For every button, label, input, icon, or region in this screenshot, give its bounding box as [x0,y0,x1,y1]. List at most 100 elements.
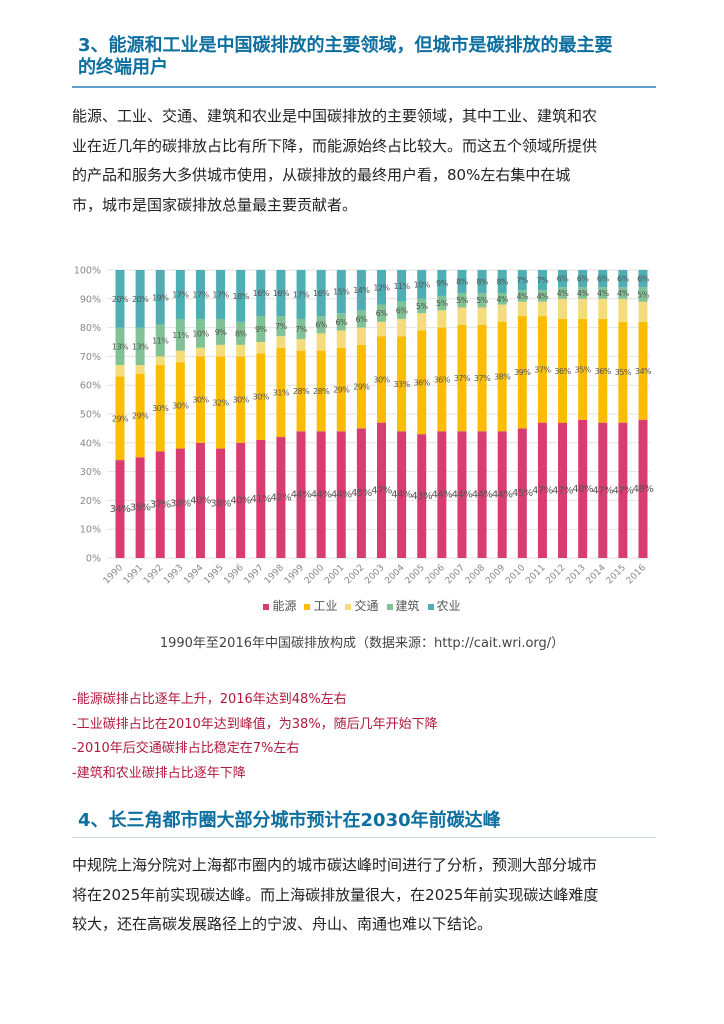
data-label: 32% [212,398,229,407]
bar-segment [457,293,467,308]
bar-segment [256,353,266,440]
data-label: 39% [514,368,531,377]
data-label: 7% [516,276,529,285]
bar-segment [135,270,145,328]
bar-segment [598,298,608,319]
data-label: 16% [253,289,270,298]
bar-segment [417,270,427,299]
data-label: 48% [572,484,593,495]
bar-segment [598,270,608,288]
bar-segment [336,347,346,432]
legend-item: 能源 [263,599,296,613]
bar-segment [457,307,467,325]
data-label: 4% [617,289,630,298]
data-label: 40% [190,495,211,506]
data-label: 44% [492,490,513,501]
data-label: 41% [250,494,271,505]
data-label: 29% [353,383,370,392]
legend-item: 工业 [304,599,337,613]
bar-segment [377,304,386,322]
bar-segment [135,327,145,366]
legend-label: 工业 [313,599,338,613]
x-tick-label: 1993 [162,563,185,586]
data-label: 36% [414,378,431,387]
y-tick-label: 70% [80,352,101,363]
data-label: 47% [371,485,392,496]
x-tick-label: 2007 [444,563,467,586]
data-label: 6% [617,275,630,284]
bar-segment [175,448,185,558]
x-tick-label: 2000 [303,563,326,586]
y-tick-label: 10% [80,525,101,536]
bar-segment [618,270,628,288]
data-label: 14% [353,286,370,295]
bar-segment [155,451,165,558]
bar-segment [437,431,447,558]
paragraph-line: 中规院上海分院对上海都市圈内的城市碳达峰时间进行了分析，预测大部分城市 [72,856,598,874]
data-label: 45% [351,488,372,499]
legend-swatch [386,603,393,610]
data-label: 8% [496,278,509,287]
bar-segment [397,336,407,432]
data-label: 30% [172,401,189,410]
bar-segment [618,321,628,423]
bar-segment [296,350,306,432]
data-label: 9% [436,279,449,288]
bar-segment [578,270,588,288]
bar-segment [276,347,286,438]
section-4-heading: 4、长三角都市圈大部分城市预计在2030年前碳达峰 [78,810,501,831]
data-label: 5% [637,290,650,299]
bar-segment [175,350,185,363]
bar-segment [135,457,145,558]
bar-segment [135,373,145,458]
data-label: 10% [414,280,431,289]
bar-segment [638,419,648,558]
bar-segment [195,270,205,319]
bar-segment [236,270,246,322]
paragraph-line: 业在近几年的碳排放占比有所下降，而能源始终占比较大。而这五个领域所提供 [72,136,598,155]
x-tick-label: 1990 [102,563,125,586]
bar-segment [296,318,306,340]
heading-line: 3、能源和工业是中国碳排放的主要领域，但城市是碳排放的最主要 [78,35,613,56]
bar-segment [336,431,346,558]
data-label: 16% [273,289,290,298]
bar-segment [437,327,447,432]
data-label: 38% [210,498,231,509]
bar-segment [115,327,125,366]
data-label: 38% [170,498,191,509]
data-label: 6% [637,275,650,284]
data-label: 7% [537,276,550,285]
data-label: 35% [575,365,592,374]
x-tick-label: 2009 [484,563,507,586]
legend-swatch [345,603,352,610]
bar-segment [618,298,628,322]
x-tick-label: 2012 [544,563,567,586]
bar-segment [638,270,648,288]
data-label: 6% [356,315,369,324]
data-label: 17% [172,290,189,299]
x-tick-label: 1994 [182,563,205,586]
bar-segment [356,270,366,311]
data-label: 45% [512,488,533,499]
y-tick-label: 80% [80,323,101,334]
data-label: 13% [132,342,149,351]
data-label: 47% [592,485,613,496]
x-tick-label: 2011 [524,563,547,586]
data-label: 47% [613,485,634,496]
bar-segment [195,347,205,357]
paragraph-line: 的产品和服务大多供城市使用，从碳排放的最终用户看，80%左右集中在城 [72,166,571,184]
data-label: 30% [152,404,169,413]
bar-segment [598,422,608,558]
data-label: 5% [416,302,429,311]
bar-segment [517,316,527,429]
bar-segment [276,316,286,337]
x-tick-label: 1996 [223,563,246,586]
bar-segment [397,431,407,558]
data-label: 6% [396,306,409,315]
legend-item: 建筑 [386,599,420,613]
bar-segment [276,336,286,348]
bar-segment [578,298,588,319]
data-label: 43% [411,491,432,502]
bar-segment [316,333,326,351]
bar-segment [558,298,568,319]
